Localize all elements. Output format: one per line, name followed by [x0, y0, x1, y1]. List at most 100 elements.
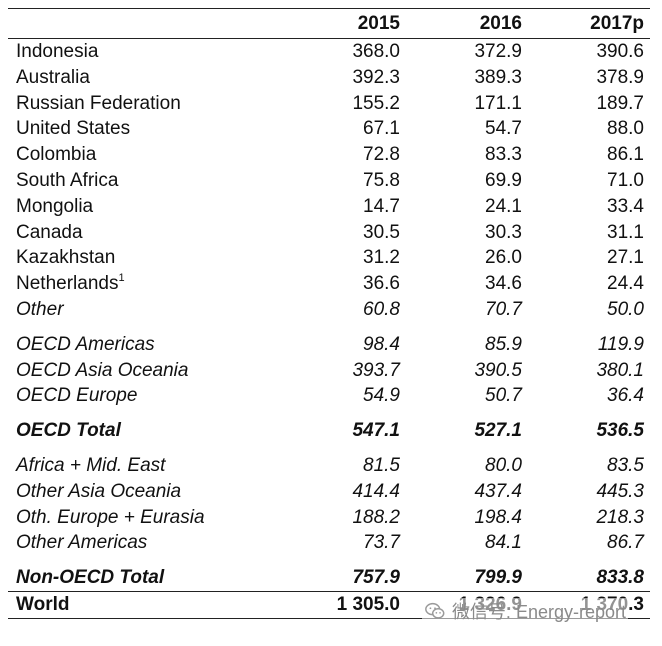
row-label-text: Australia — [16, 66, 90, 88]
row-label: Other Asia Oceania — [8, 479, 284, 505]
table-row: Africa + Mid. East 81.5 80.0 83.5 — [8, 444, 650, 479]
value-cell: 527.1 — [474, 420, 522, 442]
value-cell: 36.6 — [363, 273, 400, 295]
value-cell: 445.3 — [596, 480, 644, 502]
value-cell: 218.3 — [596, 506, 644, 528]
row-label: South Africa — [8, 168, 284, 194]
row-label-text: OECD Total — [16, 420, 121, 442]
table-row: Other Asia Oceania 414.4 437.4 445.3 — [8, 479, 650, 505]
value-cell: 155.2 — [352, 92, 400, 114]
value-cell: 24.4 — [607, 273, 644, 295]
value-cell: 368.0 — [352, 41, 400, 62]
row-label: Netherlands1 — [8, 271, 284, 297]
value-cell: 833.8 — [596, 567, 644, 589]
value-cell: 60.8 — [363, 298, 400, 320]
table-row: Canada 30.5 30.3 31.1 — [8, 220, 650, 246]
value-cell: 378.9 — [596, 66, 644, 88]
row-label-text: Other Americas — [16, 532, 148, 554]
table-row: Other 60.8 70.7 50.0 — [8, 297, 650, 323]
row-label: OECD Asia Oceania — [8, 358, 284, 384]
row-label: OECD Total — [8, 409, 284, 444]
table-row: Australia 392.3 389.3 378.9 — [8, 65, 650, 91]
value-cell: 83.3 — [485, 144, 522, 166]
value-cell: 26.0 — [485, 247, 522, 269]
table-row: OECD Europe 54.9 50.7 36.4 — [8, 383, 650, 409]
row-label-text: OECD Asia Oceania — [16, 359, 189, 381]
value-cell: 198.4 — [474, 506, 522, 528]
value-cell: 372.9 — [474, 41, 522, 62]
row-label-text: Netherlands — [16, 273, 119, 295]
value-cell: 30.5 — [363, 221, 400, 243]
row-label: Other Americas — [8, 530, 284, 556]
data-table: 2015 2016 2017p Indonesia 368.0 372.9 390.6… — [8, 8, 650, 619]
header-cell-year: 2016 — [406, 8, 528, 39]
table-row: United States 67.1 54.7 88.0 — [8, 116, 650, 142]
value-cell: 14.7 — [363, 195, 400, 217]
header-row: 2015 2016 2017p — [8, 8, 650, 39]
value-cell: 86.1 — [607, 144, 644, 166]
table-row: OECD Total 547.1 527.1 536.5 — [8, 409, 650, 444]
header-cell-year: 2015 — [284, 8, 406, 39]
row-label-text: Colombia — [16, 144, 97, 166]
table-row: Colombia 72.8 83.3 86.1 — [8, 142, 650, 168]
row-label-text: OECD Americas — [16, 333, 155, 355]
value-cell: 71.0 — [607, 169, 644, 191]
row-label-text: Oth. Europe + Eurasia — [16, 506, 205, 528]
value-cell: 27.1 — [607, 247, 644, 269]
row-label-text: Kazakhstan — [16, 247, 116, 269]
value-cell: 393.7 — [352, 359, 400, 381]
row-label: United States — [8, 116, 284, 142]
value-cell: 30.3 — [485, 221, 522, 243]
value-cell: 72.8 — [363, 144, 400, 166]
value-cell: 389.3 — [474, 66, 522, 88]
value-cell: 86.7 — [607, 532, 644, 554]
value-cell: 73.7 — [363, 532, 400, 554]
value-cell: 36.4 — [607, 385, 644, 407]
value-cell: 50.0 — [607, 298, 644, 320]
row-label-text: United States — [16, 118, 131, 140]
value-cell: 80.0 — [485, 454, 522, 476]
value-cell: 171.1 — [474, 92, 522, 114]
table-row: Other Americas 73.7 84.1 86.7 — [8, 530, 650, 556]
row-label-text: Canada — [16, 221, 83, 243]
value-cell: 547.1 — [352, 420, 400, 442]
value-cell: 88.0 — [607, 118, 644, 140]
row-label-text: South Africa — [16, 169, 119, 191]
footnote-marker: 1 — [118, 272, 125, 285]
row-label-text: Other Asia Oceania — [16, 480, 182, 502]
table-row: Kazakhstan 31.2 26.0 27.1 — [8, 245, 650, 271]
header-cell-label — [8, 8, 284, 39]
row-label: Indonesia — [8, 39, 284, 65]
table-row: Mongolia 14.7 24.1 33.4 — [8, 194, 650, 220]
header-cell-year: 2017p — [528, 8, 650, 39]
row-label: OECD Europe — [8, 383, 284, 409]
row-label: OECD Americas — [8, 323, 284, 358]
value-cell: 536.5 — [596, 420, 644, 442]
value-cell: 392.3 — [352, 66, 400, 88]
value-cell: 189.7 — [596, 92, 644, 114]
row-label-text: Russian Federation — [16, 92, 181, 114]
wechat-icon — [425, 602, 445, 619]
row-label-text: Indonesia — [16, 41, 99, 62]
value-cell: 75.8 — [363, 169, 400, 191]
value-cell: 188.2 — [352, 506, 400, 528]
watermark-text: 微信号: Energy-report — [451, 602, 626, 622]
table-row: Russian Federation 155.2 171.1 189.7 — [8, 91, 650, 117]
row-label: Other — [8, 297, 284, 323]
value-cell: 119.9 — [597, 333, 644, 355]
value-cell: 50.7 — [485, 385, 522, 407]
value-cell: 69.9 — [485, 169, 522, 191]
value-cell: 799.9 — [474, 567, 522, 589]
value-cell: 70.7 — [485, 298, 522, 320]
table-row: Oth. Europe + Eurasia 188.2 198.4 218.3 — [8, 505, 650, 531]
row-label: Oth. Europe + Eurasia — [8, 505, 284, 531]
row-label-text: World — [16, 594, 70, 616]
value-cell: 33.4 — [607, 195, 644, 217]
row-label: Australia — [8, 65, 284, 91]
coal-export-table-page: 2015 2016 2017p Indonesia 368.0 372.9 390.6… — [8, 8, 650, 638]
value-cell: 31.2 — [363, 247, 400, 269]
row-label: Canada — [8, 220, 284, 246]
value-cell: 414.4 — [352, 480, 400, 502]
value-cell: 380.1 — [596, 359, 644, 381]
row-label: Colombia — [8, 142, 284, 168]
